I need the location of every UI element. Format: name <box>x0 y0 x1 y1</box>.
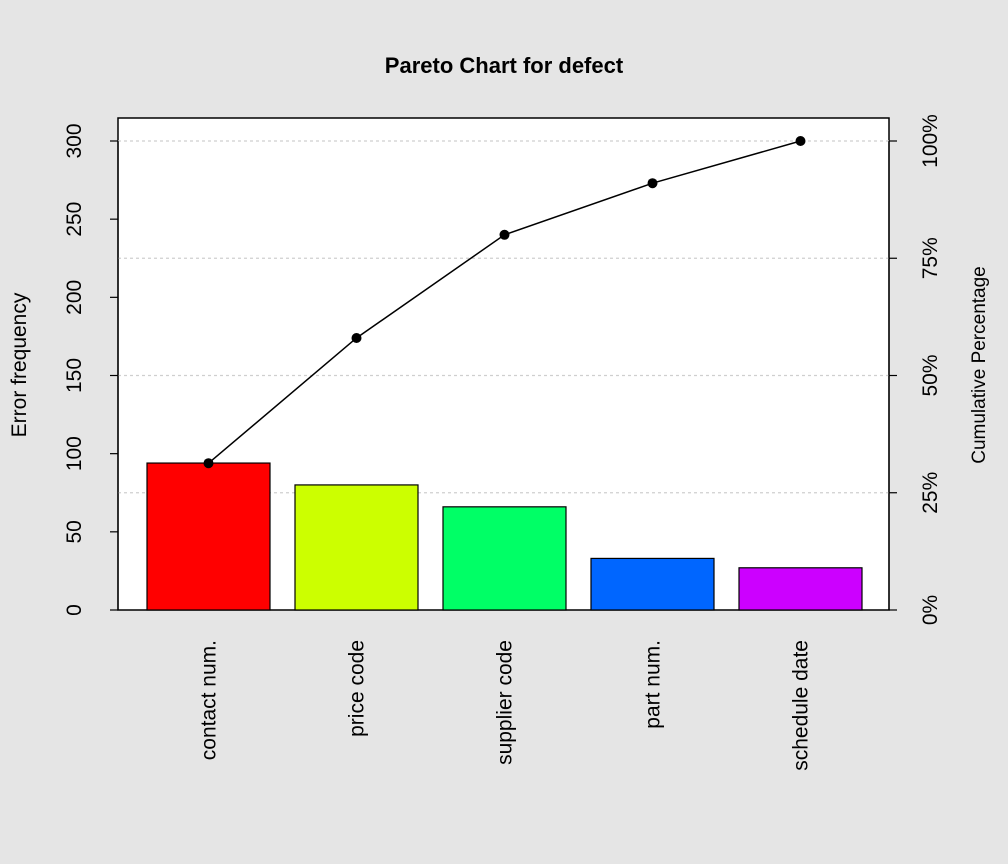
y-tick-label: 250 <box>63 202 86 237</box>
y2-tick-label: 50% <box>919 354 942 396</box>
category-label: supplier code <box>494 640 517 765</box>
bar-3 <box>590 557 715 611</box>
bar-1 <box>294 484 419 611</box>
category-label: schedule date <box>790 640 813 771</box>
y-tick-label: 0 <box>63 604 86 616</box>
y2-tick-label: 25% <box>919 472 942 514</box>
cumulative-point-1 <box>351 332 362 343</box>
bar-2 <box>442 506 567 611</box>
x-axis: contact num. price code supplier code part … <box>198 640 813 771</box>
y-tick-label: 150 <box>63 358 86 393</box>
category-label: price code <box>346 640 369 737</box>
y2-tick-label: 0% <box>919 595 942 625</box>
bar-4 <box>738 567 863 611</box>
y-tick-label: 300 <box>63 123 86 158</box>
bar-0 <box>146 462 271 611</box>
y-axis-left: 0 50 100 150 200 250 300 <box>63 123 119 616</box>
y-axis-right: 0% 25% 50% 75% 100% <box>888 114 942 625</box>
cumulative-point-0 <box>203 458 214 469</box>
bars <box>146 462 863 611</box>
cumulative-point-2 <box>499 229 510 240</box>
y-tick-label: 50 <box>63 520 86 543</box>
y-tick-label: 200 <box>63 280 86 315</box>
y2-tick-label: 75% <box>919 237 942 279</box>
y2-axis-label: Cumulative Percentage <box>969 266 990 464</box>
category-label: contact num. <box>198 640 221 760</box>
y-tick-label: 100 <box>63 436 86 471</box>
category-label: part num. <box>642 640 665 729</box>
cumulative-line <box>203 136 806 469</box>
y-axis-label: Error frequency <box>8 292 31 437</box>
chart-title: Pareto Chart for defect <box>385 53 624 78</box>
cumulative-point-3 <box>647 178 658 189</box>
cumulative-point-4 <box>795 136 806 146</box>
y2-tick-label: 100% <box>919 114 942 168</box>
